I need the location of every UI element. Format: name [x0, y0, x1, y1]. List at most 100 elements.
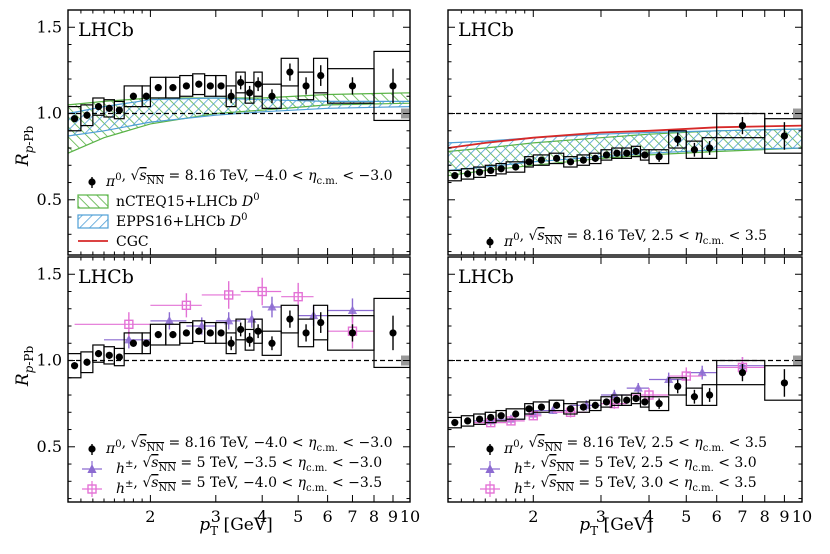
marker-circle — [115, 353, 123, 361]
data-point — [668, 377, 687, 396]
data-point — [113, 100, 125, 120]
marker-circle — [94, 103, 103, 111]
marker-circle — [154, 84, 162, 92]
marker-circle — [182, 82, 190, 90]
marker-circle — [475, 168, 484, 176]
plot-area — [448, 355, 802, 429]
y-tick-label: 1.5 — [37, 17, 62, 36]
marker-circle — [182, 329, 190, 337]
marker-circle — [451, 419, 459, 427]
marker-circle — [655, 153, 663, 161]
data-point — [113, 347, 125, 367]
data-point — [179, 321, 194, 344]
marker-circle — [105, 351, 113, 359]
legend-label: h±, √sNN = 5 TeV, −3.5 < ηc.m. < −3.0 — [116, 455, 382, 477]
marker-circle — [348, 329, 357, 337]
marker-open-square — [124, 319, 134, 329]
marker-circle — [780, 132, 789, 140]
marker-circle — [641, 151, 649, 159]
legend-band — [77, 214, 109, 229]
marker-open-square — [506, 416, 516, 426]
data-point — [685, 387, 703, 406]
data-point — [648, 149, 670, 165]
data-point — [484, 164, 497, 177]
marker-circle — [237, 325, 245, 334]
data-point — [225, 332, 237, 355]
data-point — [626, 382, 650, 394]
x-tick-label: 5 — [293, 507, 303, 526]
legend-item: EPPS16+LHCb D0 — [77, 212, 247, 230]
marker-circle — [674, 382, 682, 391]
marker-circle — [154, 331, 162, 339]
marker-circle — [348, 82, 357, 90]
lhcb-label: LHCb — [78, 266, 134, 288]
marker-circle — [487, 166, 495, 175]
legend-label: π0, √sNN = 8.16 TeV, −4.0 < ηc.m. < −3.0 — [105, 435, 393, 457]
data-point — [235, 318, 246, 341]
legend-marker-circle — [88, 445, 96, 453]
legend-marker-triangle — [87, 464, 97, 473]
marker-circle — [206, 82, 214, 90]
lhcb-label: LHCb — [458, 266, 514, 288]
y-tick-label: 1.0 — [37, 104, 62, 123]
legend-item: h±, √sNN = 5 TeV, −3.5 < ηc.m. < −3.0 — [82, 455, 382, 477]
marker-open-square — [181, 300, 192, 311]
y-tick-label: 0.5 — [37, 190, 62, 209]
data-point — [312, 57, 329, 94]
x-tick-label: 3 — [211, 507, 221, 526]
axes-frame — [447, 256, 803, 503]
legend: π0, √sNN = 8.16 TeV, −4.0 < ηc.m. < −3.0… — [77, 168, 393, 250]
marker-circle — [70, 362, 79, 370]
x-tick-label: 8 — [760, 507, 770, 526]
marker-triangle — [697, 367, 707, 377]
marker-triangle — [633, 383, 643, 392]
data-point — [165, 323, 181, 346]
marker-circle — [451, 172, 459, 180]
x-tick-label: 5 — [681, 507, 691, 526]
data-point — [460, 415, 475, 427]
marker-circle — [142, 92, 150, 100]
marker-circle — [302, 329, 310, 337]
data-point — [327, 298, 375, 323]
marker-circle — [632, 147, 640, 156]
marker-circle — [217, 82, 225, 90]
marker-circle — [302, 82, 310, 90]
syst-box — [225, 85, 237, 108]
marker-circle — [602, 398, 611, 406]
marker-circle — [738, 121, 747, 130]
x-tick-label: 9 — [388, 507, 398, 526]
marker-circle — [206, 329, 214, 337]
x-axis-title-left: pT [GeV] — [199, 515, 273, 538]
x-axis-title-right: pT [GeV] — [579, 515, 653, 538]
marker-circle — [317, 318, 325, 327]
marker-circle — [641, 398, 649, 406]
legend-item: π0, √sNN = 8.16 TeV, 2.5 < ηc.m. < 3.5 — [486, 228, 767, 250]
panel-top-left: 0.5 1.0 1.5 LHCb π0, √sNN = 8.16 TeV, −4.0 <… — [37, 9, 411, 256]
data-point — [149, 76, 167, 99]
marker-circle — [579, 156, 587, 164]
legend-label: nCTEQ15+LHCb D0 — [116, 192, 260, 210]
marker-circle — [195, 327, 203, 335]
data-point — [261, 83, 282, 109]
data-point — [141, 332, 151, 355]
x-tick-label: 7 — [737, 507, 747, 526]
legend-label: EPPS16+LHCb D0 — [116, 212, 247, 230]
marker-circle — [286, 315, 294, 323]
data-point — [327, 315, 375, 351]
marker-circle — [674, 135, 682, 144]
legend-marker-circle — [88, 178, 96, 186]
panel-bottom-right: 2 3 4 5 6 7 8 9 10 LHCb π0, √sNN = 8.16 TeV, 2.5 <… — [447, 256, 812, 526]
marker-circle — [497, 165, 505, 173]
marker-circle — [497, 412, 505, 420]
marker-triangle — [247, 314, 257, 323]
data-point — [649, 372, 687, 387]
data-point — [165, 76, 181, 99]
data-point — [764, 365, 802, 401]
marker-circle — [553, 401, 561, 409]
syst-box — [113, 347, 125, 367]
marker-circle — [537, 403, 546, 411]
legend-item: h±, √sNN = 5 TeV, 3.0 < ηc.m. < 3.5 — [480, 475, 757, 497]
legend-marker-triangle — [485, 464, 495, 473]
marker-circle — [512, 410, 520, 418]
